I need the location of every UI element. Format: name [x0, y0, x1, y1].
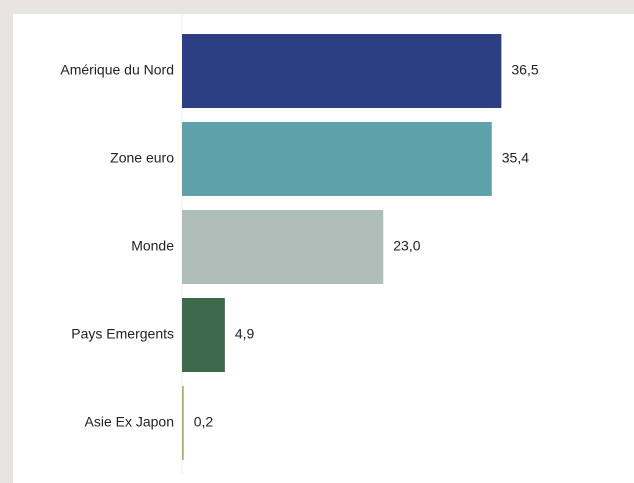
- value-label-3: 4,9: [235, 326, 255, 342]
- value-label-2: 23,0: [393, 238, 420, 254]
- value-label-4: 0,2: [194, 414, 214, 430]
- bar-2: [182, 210, 384, 284]
- category-label-1: Zone euro: [110, 150, 174, 166]
- bar-chart: Amérique du Nord 36,5 Zone euro 35,4 Monde 23…: [60, 14, 539, 474]
- value-label-1: 35,4: [502, 150, 529, 166]
- bar-4: [182, 386, 184, 460]
- bar-0: [182, 34, 502, 108]
- category-label-3: Pays Emergents: [71, 326, 174, 342]
- category-label-0: Amérique du Nord: [60, 62, 174, 78]
- chart-card: Amérique du Nord 36,5 Zone euro 35,4 Monde 23…: [13, 14, 634, 483]
- bar-3: [182, 298, 225, 372]
- bar-1: [182, 122, 492, 196]
- value-label-0: 36,5: [511, 62, 538, 78]
- category-label-4: Asie Ex Japon: [85, 414, 175, 430]
- category-label-2: Monde: [131, 238, 174, 254]
